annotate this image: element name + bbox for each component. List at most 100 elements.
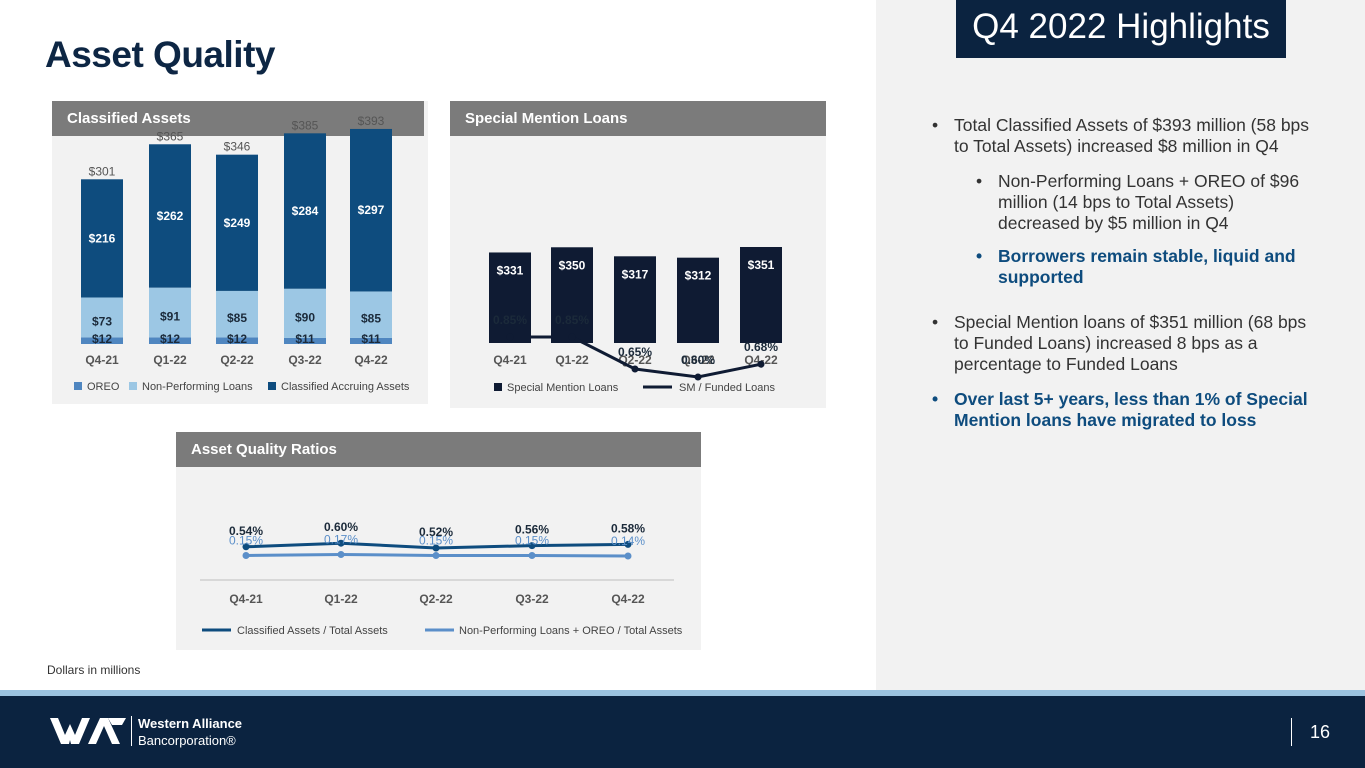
legend-label: SM / Funded Loans — [679, 382, 776, 394]
bar-segment — [149, 144, 191, 288]
x-tick-label: Q4-22 — [354, 353, 388, 367]
bullet-dot: • — [976, 246, 983, 266]
data-label: 0.15% — [515, 534, 549, 548]
data-label: $284 — [292, 204, 319, 218]
bar — [740, 247, 782, 343]
bullet-text: Total Classified Assets of $393 million … — [954, 115, 1310, 156]
legend-label: Non-Performing Loans + OREO / Total Asse… — [459, 625, 683, 637]
data-label: $312 — [685, 269, 712, 283]
bar-segment — [149, 337, 191, 344]
classified-assets-panel: Classified Assets $12 $73 $216 $301 Q4-21 $12… — [52, 101, 428, 404]
line-point — [568, 333, 576, 341]
data-label: 0.60% — [324, 520, 358, 534]
line-point — [624, 540, 632, 548]
bar — [551, 247, 593, 343]
bar-segment — [81, 337, 123, 344]
data-label: 0.68% — [744, 340, 778, 354]
data-label: $91 — [160, 310, 180, 324]
asset-quality-ratios-panel: Asset Quality Ratios 0.54% 0.60% 0.52% 0.56… — [176, 432, 701, 650]
data-label: $351 — [748, 258, 775, 272]
data-label: $90 — [295, 310, 315, 324]
footer-bar — [0, 696, 1365, 768]
x-tick-label: Q1-22 — [153, 353, 187, 367]
page-number: 16 — [1310, 722, 1331, 742]
bullet-text: Non-Performing Loans + OREO of $96 milli… — [998, 171, 1300, 233]
bar-segment — [350, 128, 392, 292]
data-label: $11 — [295, 332, 315, 346]
highlights-panel — [876, 0, 1365, 690]
line-point — [631, 365, 639, 373]
bullet-dot: • — [976, 171, 983, 191]
x-tick-label: Q4-21 — [85, 353, 119, 367]
bar — [614, 256, 656, 343]
data-label: 0.14% — [611, 534, 645, 548]
data-label: $85 — [361, 312, 381, 326]
x-tick-label: Q4-22 — [744, 353, 778, 367]
bar-segment — [350, 337, 392, 344]
data-label: $216 — [89, 231, 116, 245]
highlight-bullet: • Total Classified Assets of $393 millio… — [930, 115, 1320, 157]
data-label: $262 — [157, 209, 184, 223]
x-tick-label: Q4-21 — [229, 592, 263, 606]
x-tick-label: Q3-22 — [681, 353, 715, 367]
special-mention-panel: Special Mention Loans $331 Q4-21 $350 Q1-22… — [450, 101, 826, 408]
bar — [489, 252, 531, 343]
data-label: $331 — [497, 263, 524, 277]
data-label: $73 — [92, 314, 112, 328]
line-point — [624, 552, 632, 560]
bar-segment — [284, 133, 326, 289]
data-label: 0.15% — [419, 534, 453, 548]
bar-segment — [284, 288, 326, 338]
line-point — [432, 552, 440, 559]
bar-segment — [284, 337, 326, 344]
data-label: 0.54% — [229, 524, 263, 538]
legend-label: Special Mention Loans — [507, 382, 619, 394]
highlight-bullet: • Over last 5+ years, less than 1% of Sp… — [930, 389, 1320, 431]
legend-swatch — [268, 382, 276, 390]
highlight-bullet: • Special Mention loans of $351 million … — [930, 312, 1320, 375]
bar-segment — [81, 179, 123, 298]
legend-label: Classified Accruing Assets — [281, 381, 410, 393]
bullet-text: Special Mention loans of $351 million (6… — [954, 312, 1307, 374]
data-label: 0.56% — [515, 523, 549, 537]
line-point — [528, 542, 536, 550]
bar-segment — [149, 287, 191, 338]
line-point — [694, 373, 702, 381]
line-point — [528, 552, 536, 559]
classified-assets-chart: $12 $73 $216 $301 Q4-21 $12 $91 $262 $365 Q1-22 $1… — [74, 114, 410, 393]
special-mention-header: Special Mention Loans — [450, 101, 826, 136]
legend-swatch — [129, 382, 137, 390]
highlight-sub-bullet: • Borrowers remain stable, liquid and su… — [974, 246, 1320, 288]
data-label: 0.15% — [229, 534, 263, 548]
brand-subname: Bancorporation® — [138, 733, 236, 748]
highlights-title: Q4 2022 Highlights — [956, 0, 1286, 58]
footnote: Dollars in millions — [47, 663, 141, 677]
data-label: 0.85% — [555, 313, 589, 327]
legend-label: OREO — [87, 381, 120, 393]
data-label: 0.65% — [618, 345, 652, 359]
legend-label: Classified Assets / Total Assets — [237, 625, 388, 637]
data-label: $297 — [358, 203, 385, 217]
logo-divider — [131, 716, 132, 746]
special-mention-chart: $331Q4-21$350Q1-22$317Q2-22$312Q3-22$351… — [489, 247, 782, 394]
legend-label: Non-Performing Loans — [142, 381, 253, 393]
bar-segment — [350, 291, 392, 338]
bar — [677, 257, 719, 343]
data-label: 0.17% — [324, 533, 358, 547]
total-label: $346 — [224, 140, 251, 154]
line-point — [337, 551, 345, 558]
x-tick-label: Q1-22 — [324, 592, 358, 606]
data-label: $249 — [224, 216, 251, 230]
bar-segment — [216, 337, 258, 344]
line-point — [242, 552, 250, 559]
total-label: $365 — [157, 129, 184, 143]
data-label: $85 — [227, 311, 247, 325]
x-tick-label: Q2-22 — [419, 592, 453, 606]
data-label: 0.52% — [419, 525, 453, 539]
bar-segment — [216, 154, 258, 291]
x-tick-label: Q4-22 — [611, 592, 645, 606]
total-label: $385 — [292, 118, 319, 132]
x-tick-label: Q2-22 — [220, 353, 254, 367]
line-point — [242, 543, 250, 551]
total-label: $301 — [89, 164, 116, 178]
